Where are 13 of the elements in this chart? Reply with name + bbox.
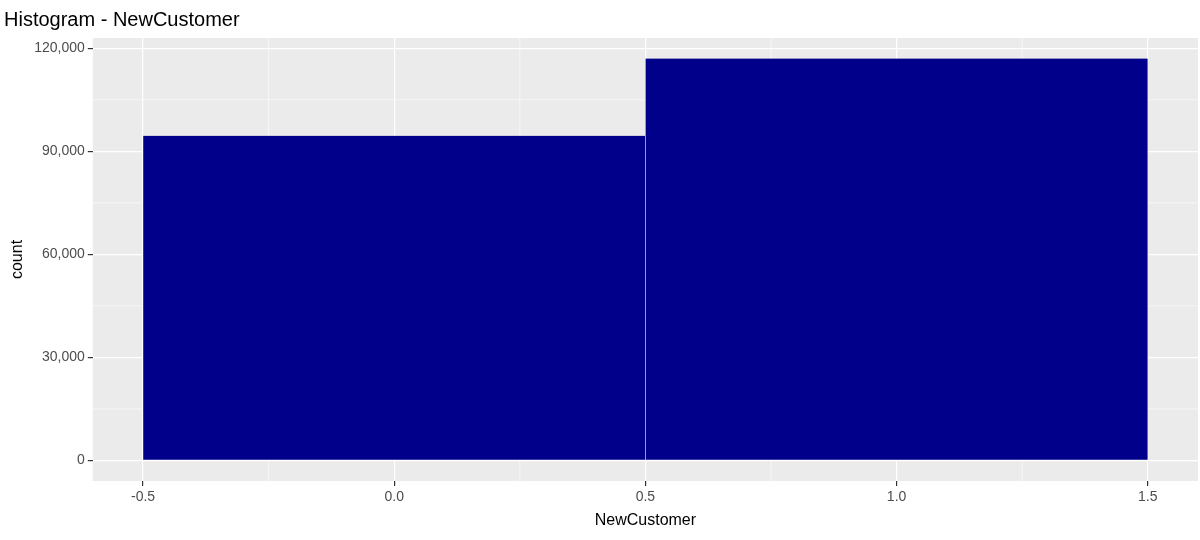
chart-title: Histogram - NewCustomer [4, 7, 240, 30]
x-axis-title: NewCustomer [594, 510, 697, 528]
y-tick-label: 120,000 [34, 39, 86, 56]
y-tick-label: 0 [77, 451, 86, 468]
x-tick-label: 0.5 [635, 488, 656, 505]
y-tick-label: 30,000 [41, 348, 86, 365]
x-tick-label: 0.0 [384, 488, 405, 505]
x-tick-label: 1.0 [886, 488, 907, 505]
y-tick-label: 90,000 [41, 142, 86, 159]
y-tick-label: 60,000 [41, 245, 86, 262]
x-tick-label: 1.5 [1138, 488, 1158, 505]
x-tick-label: -0.5 [130, 488, 156, 505]
y-axis-title: count [8, 239, 26, 280]
